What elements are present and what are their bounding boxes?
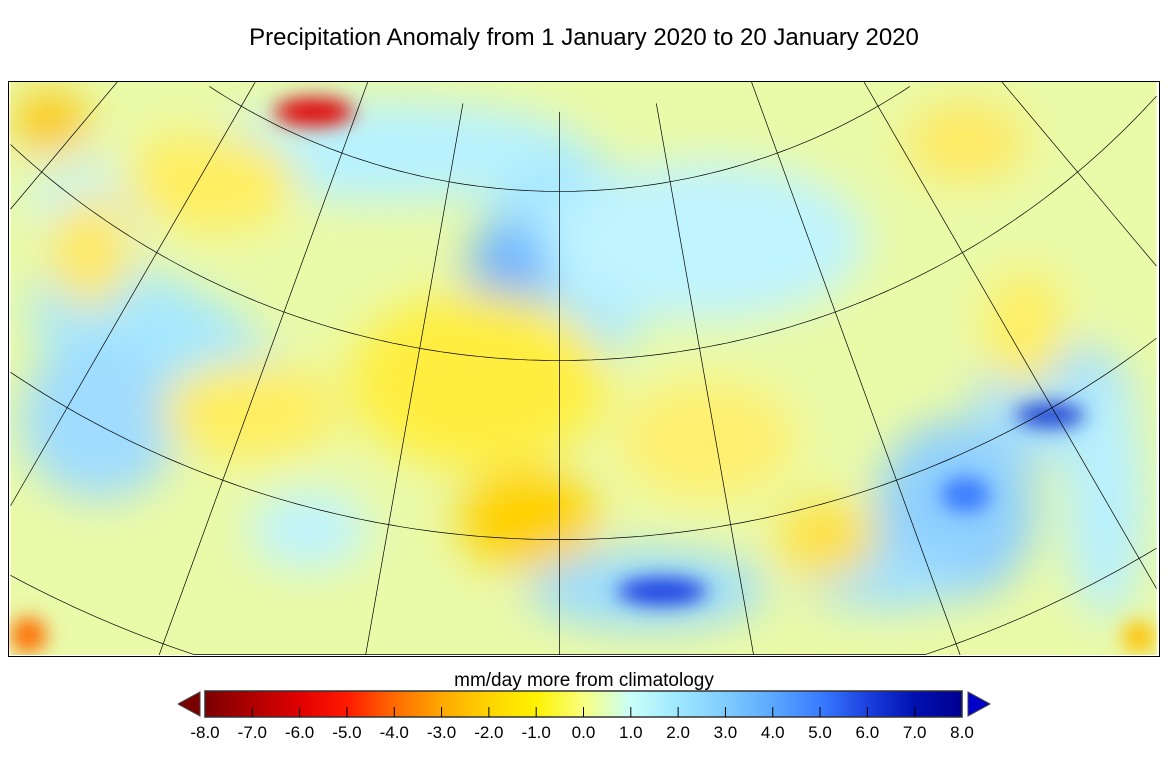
- colorbar-tick-label: -7.0: [237, 723, 267, 742]
- colorbar-label: mm/day more from climatology: [454, 670, 714, 691]
- meridian-line: [365, 103, 464, 655]
- graticule: [10, 82, 1157, 655]
- colorbar-tick-label: 4.0: [760, 723, 785, 742]
- colorbar-tick-label: 3.0: [713, 723, 738, 742]
- colorbar-tick-label: 0.0: [571, 723, 596, 742]
- anomaly-field: [15, 91, 1145, 630]
- parallel-line: [10, 547, 1157, 655]
- colorbar-over-arrow: [967, 691, 992, 717]
- meridian-line: [655, 103, 754, 655]
- colorbar-tick-label: 6.0: [855, 723, 880, 742]
- meridian-line: [10, 82, 256, 507]
- colorbar-tick-label: 2.0: [666, 723, 690, 742]
- meridian-line: [158, 82, 369, 655]
- parallel-line: [10, 95, 1157, 361]
- colorbar-tick-label: -8.0: [190, 723, 220, 742]
- anomaly-extremes: [10, 97, 1155, 654]
- colorbar-tick-label: -2.0: [474, 723, 504, 742]
- map-canvas: [10, 82, 1157, 655]
- colorbar-tick-label: 8.0: [950, 723, 974, 742]
- colorbar-tick-label: 1.0: [618, 723, 643, 742]
- colorbar-tick-label: -1.0: [521, 723, 551, 742]
- colorbar-tick-label: 7.0: [902, 723, 927, 742]
- colorbar-under-arrow: [178, 691, 201, 717]
- parallel-line: [10, 337, 1157, 540]
- meridian-line: [10, 82, 118, 210]
- meridian-line: [1001, 82, 1157, 267]
- colorbar-tick-label: 5.0: [808, 723, 832, 742]
- colorbar: [178, 690, 992, 718]
- map-title: Precipitation Anomaly from 1 January 202…: [249, 24, 919, 51]
- meridian-line: [751, 82, 961, 655]
- meridian-line: [863, 82, 1157, 589]
- colorbar-tick-label: -6.0: [284, 723, 315, 742]
- colorbar-tick-label: -5.0: [332, 723, 362, 742]
- colorbar-tick-label: -3.0: [426, 723, 457, 742]
- colorbar-tick-label: -4.0: [379, 723, 409, 742]
- precipitation-anomaly-map: [8, 81, 1160, 657]
